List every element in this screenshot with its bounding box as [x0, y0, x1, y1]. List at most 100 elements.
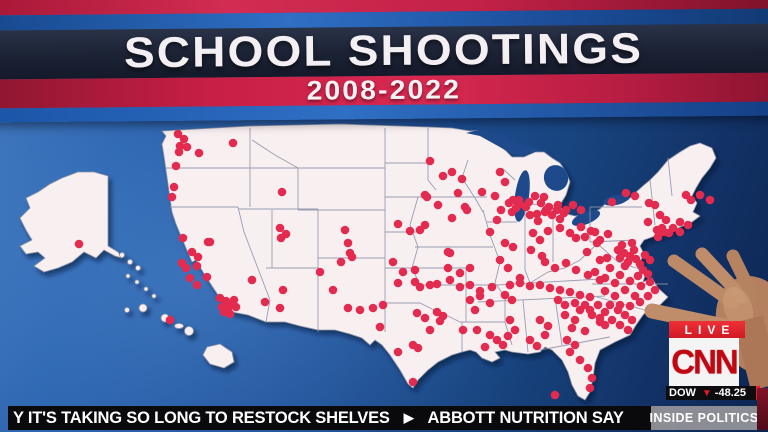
shooting-location-dot — [229, 295, 239, 305]
shooting-location-dot — [465, 263, 475, 273]
shooting-location-dot — [570, 340, 580, 350]
shooting-location-dot — [347, 252, 357, 262]
shooting-location-dot — [470, 305, 480, 315]
state-border-line — [599, 245, 637, 269]
shooting-location-dot — [475, 291, 485, 301]
shooting-location-dot — [540, 207, 550, 217]
state-border-line — [237, 206, 271, 301]
map-alaska — [19, 171, 123, 273]
ticker-headline-left: Y IT'S TAKING SO LONG TO RESTOCK SHELVES — [13, 408, 390, 427]
map-conus — [161, 123, 717, 401]
shooting-location-dot — [511, 203, 521, 213]
banner-navy-band: SCHOOL SHOOTINGS — [0, 23, 768, 80]
shooting-location-dot — [571, 265, 581, 275]
shooting-location-dot — [477, 187, 487, 197]
shooting-location-dot — [630, 191, 640, 201]
shooting-location-dot — [408, 377, 418, 387]
shooting-location-dot — [521, 202, 531, 212]
shooting-location-dot — [480, 342, 490, 352]
shooting-location-dot — [615, 320, 625, 330]
shooting-dots-layer — [74, 129, 715, 400]
shooting-location-dot — [388, 257, 398, 267]
shooting-location-dot — [505, 315, 515, 325]
shooting-location-dot — [560, 310, 570, 320]
shooting-location-dot — [562, 335, 572, 345]
shooting-location-dot — [465, 295, 475, 305]
shooting-location-dot — [179, 134, 189, 144]
shooting-location-dot — [202, 272, 212, 282]
shooting-location-dot — [225, 309, 235, 319]
shooting-location-dot — [525, 281, 535, 291]
shooting-location-dot — [636, 281, 646, 291]
state-border-line — [477, 295, 606, 303]
shooting-location-dot — [668, 223, 678, 233]
shooting-location-dot — [547, 210, 557, 220]
shooting-location-dot — [533, 216, 543, 226]
shooting-location-dot — [585, 292, 595, 302]
shooting-location-dot — [580, 326, 590, 336]
shooting-location-dot — [607, 315, 617, 325]
shooting-location-dot — [410, 277, 420, 287]
shooting-location-dot — [575, 305, 585, 315]
shooting-location-dot — [675, 217, 685, 227]
play-arrow-icon: ▶ — [403, 410, 414, 425]
shooting-location-dot — [432, 279, 442, 289]
shooting-location-dot — [613, 305, 623, 315]
shooting-location-dot — [595, 313, 605, 323]
shooting-location-dot — [455, 268, 465, 278]
shooting-location-dot — [425, 325, 435, 335]
shooting-location-dot — [185, 273, 195, 283]
shooting-location-dot — [625, 276, 635, 286]
state-border-line — [461, 159, 484, 213]
shooting-location-dot — [535, 235, 545, 245]
shooting-location-dot — [580, 232, 590, 242]
shooting-location-dot — [643, 217, 653, 227]
shooting-location-dot — [278, 285, 288, 295]
shooting-location-dot — [368, 303, 378, 313]
shooting-location-dot — [492, 335, 502, 345]
shooting-location-dot — [550, 263, 560, 273]
map-hawaii — [124, 303, 235, 369]
shooting-location-dot — [445, 275, 455, 285]
shooting-location-dot — [435, 316, 445, 326]
shooting-location-dot — [525, 335, 535, 345]
shooting-location-dot — [643, 291, 653, 301]
shooting-location-dot — [457, 174, 467, 184]
shooting-location-dot — [453, 188, 463, 198]
show-title-badge: INSIDE POLITICS — [650, 406, 758, 430]
shooting-location-dot — [447, 167, 457, 177]
shooting-location-dot — [675, 227, 685, 237]
shooting-location-dot — [485, 298, 495, 308]
shooting-location-dot — [583, 363, 593, 373]
shooting-location-dot — [496, 205, 506, 215]
shooting-location-dot — [192, 280, 202, 290]
shooting-location-dot — [610, 278, 620, 288]
shooting-location-dot — [585, 305, 595, 315]
map-landmass — [19, 123, 717, 401]
shooting-location-dot — [555, 285, 565, 295]
shooting-location-dot — [231, 302, 241, 312]
shooting-location-dot — [182, 142, 192, 152]
banner-title: SCHOOL SHOOTINGS — [124, 24, 644, 78]
state-border-line — [554, 297, 563, 346]
shooting-location-dot — [571, 233, 581, 243]
shooting-location-dot — [605, 300, 615, 310]
shooting-location-dot — [433, 200, 443, 210]
shooting-location-dot — [536, 198, 546, 208]
shooting-location-dot — [683, 220, 693, 230]
shooting-location-dot — [276, 233, 286, 243]
shooting-location-dot — [194, 148, 204, 158]
shooting-location-dot — [655, 210, 665, 220]
shooting-location-dot — [585, 383, 595, 393]
shooting-location-dot — [587, 373, 597, 383]
state-border-line — [427, 128, 437, 191]
shooting-location-dot — [620, 285, 630, 295]
shooting-location-dot — [181, 263, 191, 273]
shooting-location-dot — [610, 291, 620, 301]
shooting-location-dot — [621, 188, 631, 198]
shooting-location-dot — [643, 269, 653, 279]
shooting-location-dot — [553, 295, 563, 305]
shooting-location-dot — [623, 325, 633, 335]
shooting-location-dot — [275, 303, 285, 313]
shooting-location-dot — [228, 138, 238, 148]
